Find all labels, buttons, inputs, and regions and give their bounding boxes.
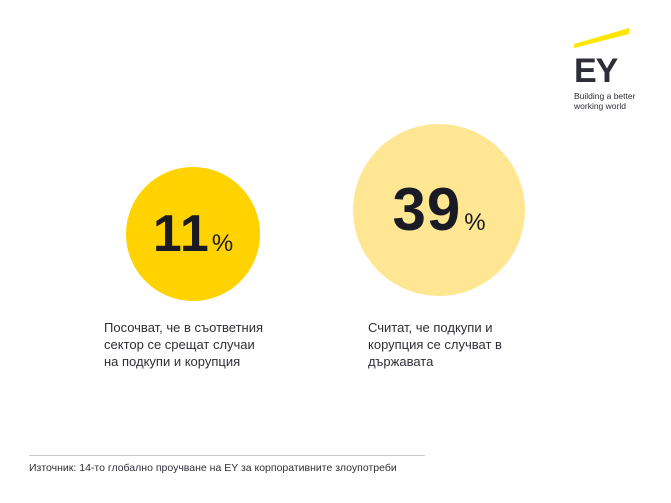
- logo-tagline-line-2: working world: [574, 101, 626, 111]
- logo-mark: EY: [574, 52, 618, 90]
- stat-figure-1: 11 %: [153, 208, 233, 260]
- stat-value-1: 11: [152, 205, 210, 263]
- stat-caption-2: Считат, че подкупи и корупция се случват…: [368, 320, 502, 369]
- logo-tagline-line-1: Building a better: [574, 91, 636, 101]
- stat-circle-2: 39 %: [353, 124, 525, 296]
- stat-circle-1: 11 %: [126, 167, 260, 301]
- stat-unit-1: %: [211, 230, 234, 257]
- stat-value-2: 39: [392, 176, 462, 243]
- ey-logo: EY Building a better working world: [574, 28, 646, 118]
- stat-caption-1: Посочват, че в съответния сектор се срещ…: [104, 320, 264, 369]
- source-note: Източник: 14-то глобално проучване на EY…: [29, 462, 397, 474]
- logo-tagline: Building a better working world: [574, 91, 635, 111]
- footer-divider: [29, 455, 425, 456]
- logo-beam-icon: [574, 28, 629, 48]
- stat-figure-2: 39 %: [392, 180, 485, 240]
- stat-unit-2: %: [464, 209, 486, 236]
